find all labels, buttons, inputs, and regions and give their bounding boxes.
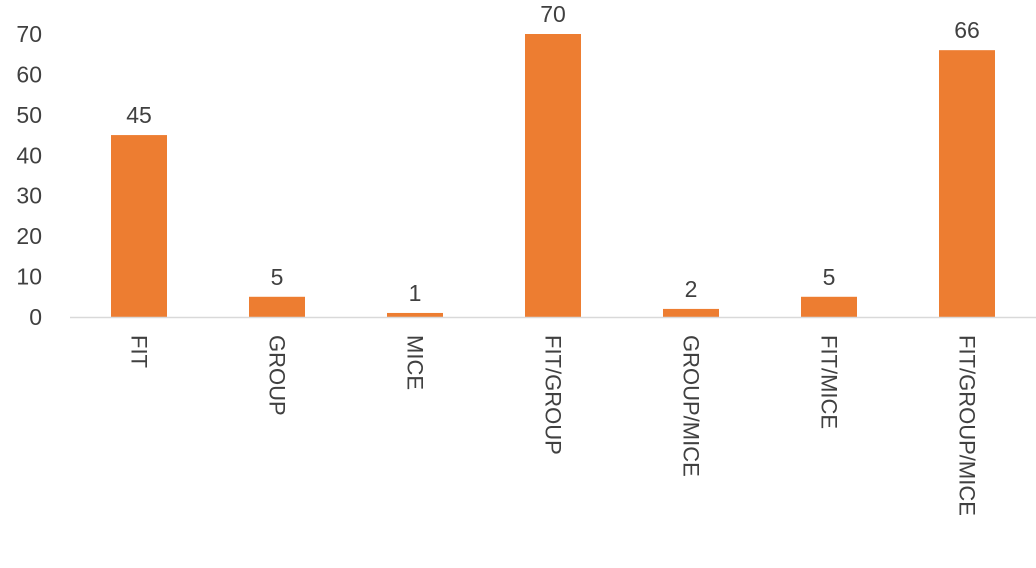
y-tick-label: 30 [16,183,42,209]
x-tick-label: GROUP [265,335,290,416]
bar [249,296,305,317]
y-tick-label: 0 [29,304,42,330]
bar [663,308,719,317]
y-tick-label: 20 [16,223,42,249]
x-tick-label: MICE [403,335,428,390]
x-axis: FIT GROUP MICE FIT/GROUP GROUP/MICE FIT/MICE F… [127,335,980,516]
y-tick-label: 50 [16,102,42,128]
data-label: 5 [271,264,284,290]
data-label: 45 [126,102,152,128]
y-tick-label: 40 [16,142,42,168]
data-label: 2 [685,276,698,302]
data-label: 70 [540,1,566,27]
x-tick-label: FIT [127,335,152,368]
bar [525,34,581,317]
bar [387,312,443,317]
bar [111,135,167,317]
bar [801,296,857,317]
data-label: 5 [823,264,836,290]
data-label: 1 [409,280,422,306]
x-tick-label: FIT/MICE [817,335,842,429]
x-tick-label: FIT/GROUP [541,335,566,455]
y-tick-label: 60 [16,61,42,87]
x-tick-label: GROUP/MICE [679,335,704,477]
y-tick-label: 70 [16,21,42,47]
bars [111,34,995,318]
y-tick-label: 10 [16,264,42,290]
data-labels: 45 5 1 70 2 5 66 [126,1,980,306]
bar [939,50,995,318]
y-axis: 0 10 20 30 40 50 60 70 [16,21,42,330]
data-label: 66 [954,17,980,43]
x-tick-label: FIT/GROUP/MICE [955,335,980,516]
